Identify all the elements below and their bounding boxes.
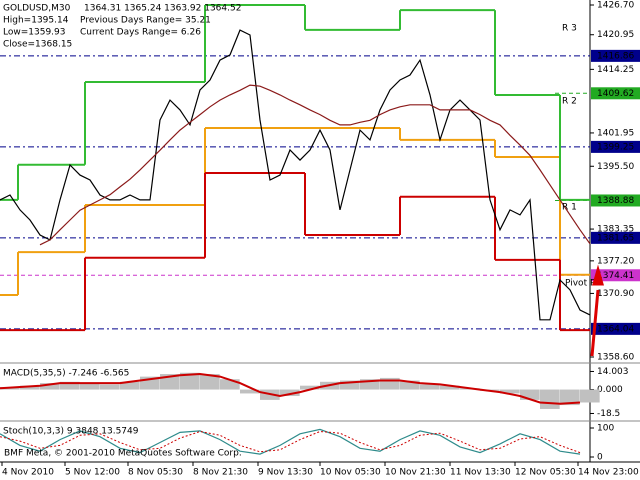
y-tick-label: 1377.20	[597, 256, 634, 266]
indicator-label: Stoch(10,3,3) 9.3848 13.5749	[3, 427, 139, 437]
y-tick-label: 1420.95	[597, 30, 634, 40]
macd-bar	[60, 381, 80, 390]
symbol: GOLDUSD,M30	[3, 4, 71, 14]
ohlc: 1364.31 1365.24 1363.92 1364.52	[84, 4, 241, 14]
y-tick-label: 1426.70	[597, 1, 634, 11]
level-annotation: R 1	[562, 203, 577, 213]
macd-bar	[400, 380, 420, 390]
macd-bar	[100, 384, 120, 390]
x-tick-label: 10 Nov 05:30	[320, 468, 381, 478]
x-tick-label: 14 Nov 23:00	[578, 468, 639, 478]
macd-bar	[440, 385, 460, 390]
y-tick-label: 1358.60	[597, 352, 634, 362]
macd-bar	[200, 374, 220, 390]
close: Close=1368.15	[3, 40, 72, 50]
x-tick-label: 9 Nov 13:30	[258, 468, 313, 478]
level-label: 1364.04	[597, 324, 634, 334]
macd-bar	[240, 389, 260, 394]
y-tick-label: 14.003	[597, 367, 629, 377]
y-tick-label: 0.000	[597, 385, 623, 395]
low: Low=1359.93	[3, 28, 65, 38]
stoch-pane: 100 0 Stoch(10,3,3) 9.3848 13.5749	[0, 424, 614, 463]
macd-bar	[420, 384, 440, 390]
macd-bar	[340, 380, 360, 390]
level-label: 1381.65	[597, 233, 634, 243]
macd-bar	[280, 389, 300, 397]
macd-bar	[500, 389, 520, 394]
level-label-bg	[591, 322, 640, 335]
level-label-bg	[591, 87, 640, 100]
level-annotation: Pivot P	[565, 279, 596, 289]
y-tick-label: 1370.90	[597, 289, 634, 299]
macd-bar	[80, 383, 100, 390]
y-tick-label: -18.5	[597, 409, 620, 419]
x-tick-label: 4 Nov 2010	[2, 468, 54, 478]
header: GOLDUSD,M30 1364.31 1365.24 1363.92 1364…	[3, 4, 241, 50]
level-label-bg	[591, 194, 640, 207]
level-label: 1374.41	[597, 271, 634, 281]
x-tick-label: 8 Nov 21:30	[193, 468, 248, 478]
macd-bar	[120, 381, 140, 390]
level-label-bg	[591, 231, 640, 244]
level-label: 1388.88	[597, 196, 634, 206]
high: High=1395.14	[3, 16, 69, 26]
level-label-bg	[591, 140, 640, 153]
y-tick-label: 1383.35	[597, 225, 634, 235]
macd-pane: 14.003 0.000 -18.5 MACD(5,35,5) -7.246 -6.5…	[0, 367, 629, 419]
macd-bar	[540, 389, 560, 409]
level-label: 1409.62	[597, 89, 634, 99]
price-line	[39, 84, 591, 246]
price-line	[0, 29, 591, 321]
y-tick-label: 1401.95	[597, 128, 634, 138]
macd-bar	[580, 389, 600, 403]
macd-bar	[220, 379, 240, 390]
macd-bar	[380, 377, 400, 390]
y-tick-label: 1395.50	[597, 162, 634, 172]
y-tick-label: 100	[597, 424, 614, 434]
stoch-signal	[0, 430, 581, 454]
x-tick-label: 11 Nov 13:30	[450, 468, 511, 478]
macd-bar	[300, 385, 320, 390]
footer: BMF Meta, © 2001-2010 MetaQuotes Softwar…	[4, 449, 242, 459]
stoch-line	[0, 428, 581, 455]
arrow	[590, 264, 604, 357]
indicator-label: MACD(5,35,5) -7.246 -6.565	[3, 369, 129, 379]
level-annotation: R 2	[562, 97, 577, 107]
level-annotation: R 3	[562, 24, 577, 34]
prev-range: Previous Days Range= 35.21	[80, 16, 211, 26]
x-tick-label: 10 Nov 21:30	[385, 468, 446, 478]
y-tick-label: 0	[597, 453, 603, 463]
level-label-bg	[591, 49, 640, 62]
macd-bar	[520, 389, 540, 400]
level-label: 1416.86	[597, 51, 634, 61]
macd-bar	[40, 383, 60, 390]
y-tick-label: 1414.25	[597, 65, 634, 75]
signal-line	[0, 372, 581, 405]
level-label: 1399.25	[597, 142, 634, 152]
macd-bar	[180, 372, 200, 390]
macd-bar	[360, 379, 380, 390]
x-tick-label: 8 Nov 05:30	[128, 468, 183, 478]
level-label-bg	[591, 269, 640, 282]
price-pane: 1426.70 1420.95 1414.25 1401.95 1395.50 1383.…	[0, 1, 640, 362]
macd-bar	[560, 389, 580, 406]
cur-range: Current Days Range= 6.26	[80, 28, 201, 38]
macd-bar	[20, 385, 40, 390]
x-tick-label: 5 Nov 12:00	[65, 468, 120, 478]
x-tick-label: 12 Nov 05:30	[515, 468, 576, 478]
